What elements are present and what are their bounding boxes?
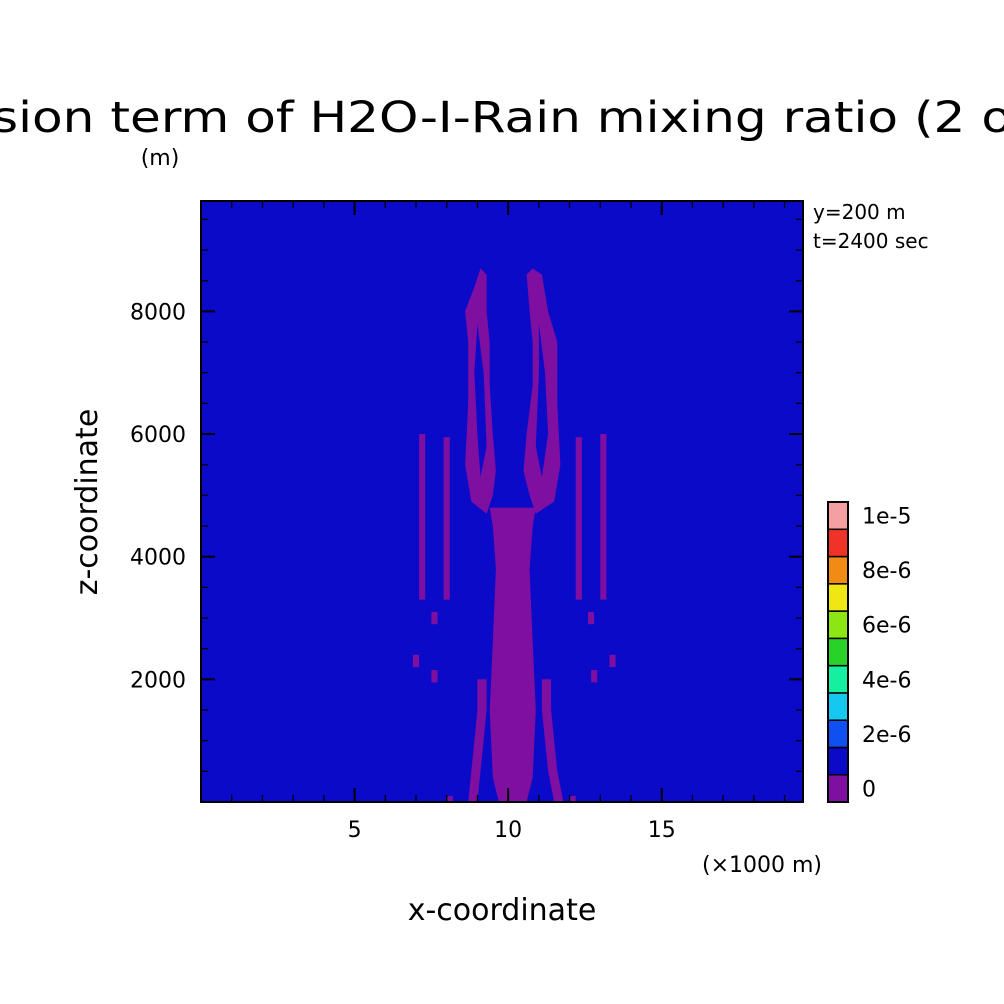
colorbar-swatch xyxy=(827,664,849,694)
x-tick-label: 5 xyxy=(348,818,362,843)
colorbar-swatch xyxy=(827,773,849,803)
x-tick-labels: 5 10 15 xyxy=(348,818,676,843)
colorbar-swatch xyxy=(827,528,849,558)
colorbar-label: 0 xyxy=(862,777,876,802)
contour-region-left-patch-3 xyxy=(431,670,438,683)
colorbar-swatch xyxy=(827,610,849,640)
contour-region-right-foot-patch xyxy=(569,795,576,802)
title-unit: (m) xyxy=(141,146,180,171)
contour-region-left-patch-2 xyxy=(412,654,420,668)
contour-region-left-patch-1 xyxy=(431,611,438,625)
contour-region-right-outer-streak xyxy=(600,434,607,600)
colorbar-label: 8e-6 xyxy=(862,559,911,584)
x-unit-label: (×1000 m) xyxy=(702,853,822,878)
plot-area xyxy=(200,200,804,803)
colorbar-swatch xyxy=(827,692,849,721)
colorbar-swatch xyxy=(827,719,849,749)
contour-region-right-patch-1 xyxy=(588,611,595,625)
contour-region-left-inner-streak xyxy=(443,437,450,600)
y-tick-label: 4000 xyxy=(130,546,186,571)
colorbar-swatch xyxy=(827,583,849,612)
x-axis-label: x-coordinate xyxy=(408,893,597,928)
x-tick-label: 10 xyxy=(494,818,522,843)
annotation-t: t=2400 sec xyxy=(813,229,929,253)
contour-fill xyxy=(412,268,616,802)
y-tick-label: 6000 xyxy=(130,423,186,448)
colorbar-label: 6e-6 xyxy=(862,614,911,639)
contour-region-right-inner-streak xyxy=(575,437,582,600)
colorbar-label: 2e-6 xyxy=(862,723,911,748)
y-tick-labels: 2000 4000 6000 8000 xyxy=(130,300,186,693)
major-ticks xyxy=(201,201,803,802)
colorbar-swatch xyxy=(827,637,849,667)
colorbar-swatch xyxy=(827,501,849,531)
chart-title: sion term of H2O-I-Rain mixing ratio (2 … xyxy=(0,93,1004,143)
x-tick-label: 15 xyxy=(648,818,676,843)
colorbar-swatch xyxy=(827,555,849,585)
colorbar-labels: 0 2e-6 4e-6 6e-6 8e-6 1e-5 xyxy=(862,505,911,803)
contour-region-left-outer-streak xyxy=(419,434,426,600)
annotation-y: y=200 m xyxy=(813,200,906,224)
colorbar-swatch xyxy=(827,746,849,776)
contour-region-right-patch-3 xyxy=(591,670,598,683)
minor-ticks xyxy=(201,201,803,802)
contour-region-central-column xyxy=(489,507,536,802)
colorbar-label: 1e-5 xyxy=(862,505,911,530)
contour-hole-right-ring-hole xyxy=(535,323,549,477)
plot-frame xyxy=(200,200,804,803)
y-tick-label: 2000 xyxy=(130,668,186,693)
contour-region-left-lower-branch xyxy=(468,679,487,802)
contour-hole-left-ring-hole xyxy=(474,323,487,477)
y-axis-label: z-coordinate xyxy=(70,409,105,596)
colorbar-frame xyxy=(827,501,849,803)
contour-region-right-patch-2 xyxy=(609,654,616,668)
colorbar xyxy=(827,501,849,803)
colorbar-label: 4e-6 xyxy=(862,668,911,693)
contour-region-left-foot-patch xyxy=(446,795,453,802)
contour-region-right-lower-branch xyxy=(541,679,564,802)
y-tick-label: 8000 xyxy=(130,300,186,325)
